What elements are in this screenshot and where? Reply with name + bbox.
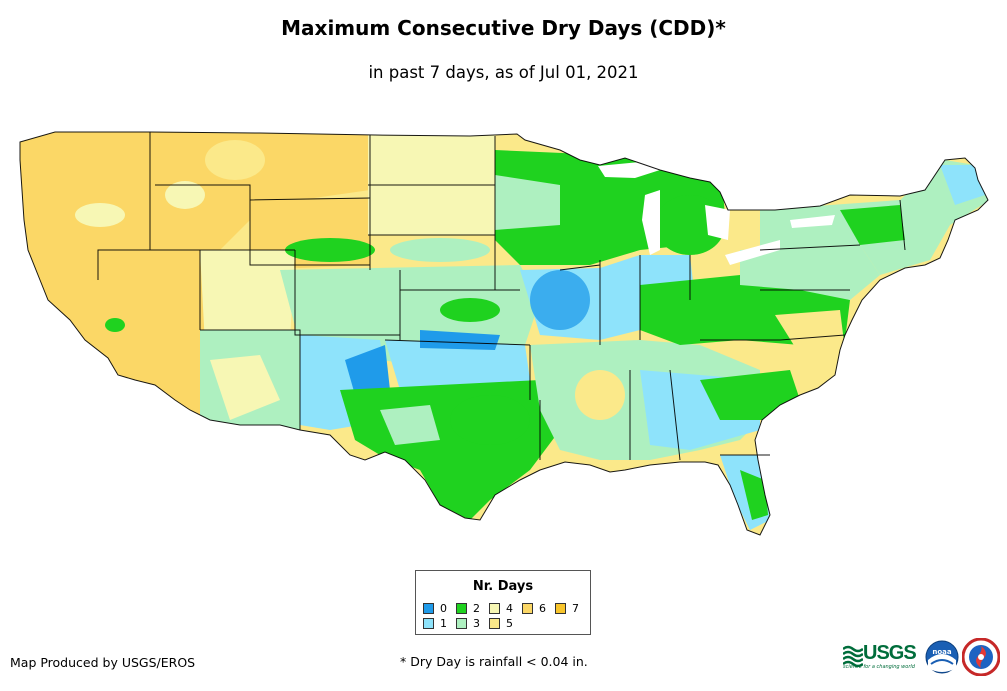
- legend-item-0: 0: [423, 603, 447, 615]
- patch-east-texas: [450, 395, 530, 445]
- zone-minnesota: [495, 175, 560, 230]
- legend-swatch: [489, 618, 500, 629]
- usgs-wave-icon: [843, 645, 863, 667]
- zone-pennsylvania: [740, 245, 880, 300]
- usgs-tagline: science for a changing world: [843, 664, 915, 670]
- zone-northern-rockies: [150, 132, 370, 250]
- legend-item-3: 3: [456, 618, 480, 630]
- legend-swatch: [456, 618, 467, 629]
- legend-swatch: [522, 603, 533, 614]
- state-boundaries: [19, 131, 989, 536]
- zone-new-york-green: [840, 205, 905, 245]
- usgs-wordmark: USGS: [863, 642, 917, 664]
- zone-maine: [940, 165, 985, 205]
- zone-carolinas: [700, 370, 800, 420]
- lake-ontario: [790, 215, 835, 228]
- patch-montana: [205, 140, 265, 180]
- zone-virginia: [775, 310, 845, 355]
- map-subtitle: in past 7 days, as of Jul 01, 2021: [368, 63, 639, 82]
- patch-mississippi: [575, 370, 625, 420]
- zone-florida-green: [740, 470, 768, 520]
- legend-title: Nr. Days: [472, 579, 534, 594]
- dry-day-note: * Dry Day is rainfall < 0.04 in.: [400, 654, 588, 669]
- legend-item-1: 1: [423, 618, 447, 630]
- zone-texas: [340, 380, 560, 520]
- legend-item-5: 5: [489, 618, 513, 630]
- legend-swatch: [555, 603, 566, 614]
- nws-logo-icon: [962, 638, 1000, 676]
- legend-swatch: [423, 618, 434, 629]
- patch-nebraska: [390, 238, 490, 262]
- lake-huron: [705, 205, 730, 240]
- legend: Nr. Days 0 1 2 3 4 5 6 7: [415, 570, 591, 635]
- map-credit: Map Produced by USGS/EROS: [10, 655, 196, 670]
- zone-ok-heavy: [420, 330, 500, 350]
- map-title: Maximum Consecutive Dry Days (CDD)*: [281, 16, 726, 40]
- legend-swatch: [489, 603, 500, 614]
- zone-az-dry: [210, 355, 280, 420]
- zone-texas-dry: [380, 405, 440, 445]
- patch-wyo-green: [285, 238, 375, 262]
- patch-idaho: [165, 181, 205, 209]
- zone-nm-heavy: [345, 345, 390, 395]
- patch-kansas: [440, 298, 500, 322]
- lake-superior: [598, 162, 660, 178]
- zone-utah: [200, 250, 295, 345]
- usgs-logo-icon: USGS science for a changing world: [843, 642, 919, 672]
- legend-item-4: 4: [489, 603, 513, 615]
- legend-item-6: 6: [522, 603, 546, 615]
- lake-michigan: [642, 190, 660, 255]
- legend-swatch: [423, 603, 434, 614]
- noaa-wordmark: noaa: [932, 648, 952, 656]
- zone-dakotas: [368, 132, 495, 235]
- legend-item-7: 7: [555, 603, 579, 615]
- legend-swatch: [456, 603, 467, 614]
- noaa-logo-icon: noaa: [925, 640, 959, 674]
- lake-erie: [725, 240, 780, 265]
- patch-missouri: [530, 270, 590, 330]
- legend-item-2: 2: [456, 603, 480, 615]
- patch-ca-green: [105, 318, 125, 332]
- patch-oregon: [75, 203, 125, 227]
